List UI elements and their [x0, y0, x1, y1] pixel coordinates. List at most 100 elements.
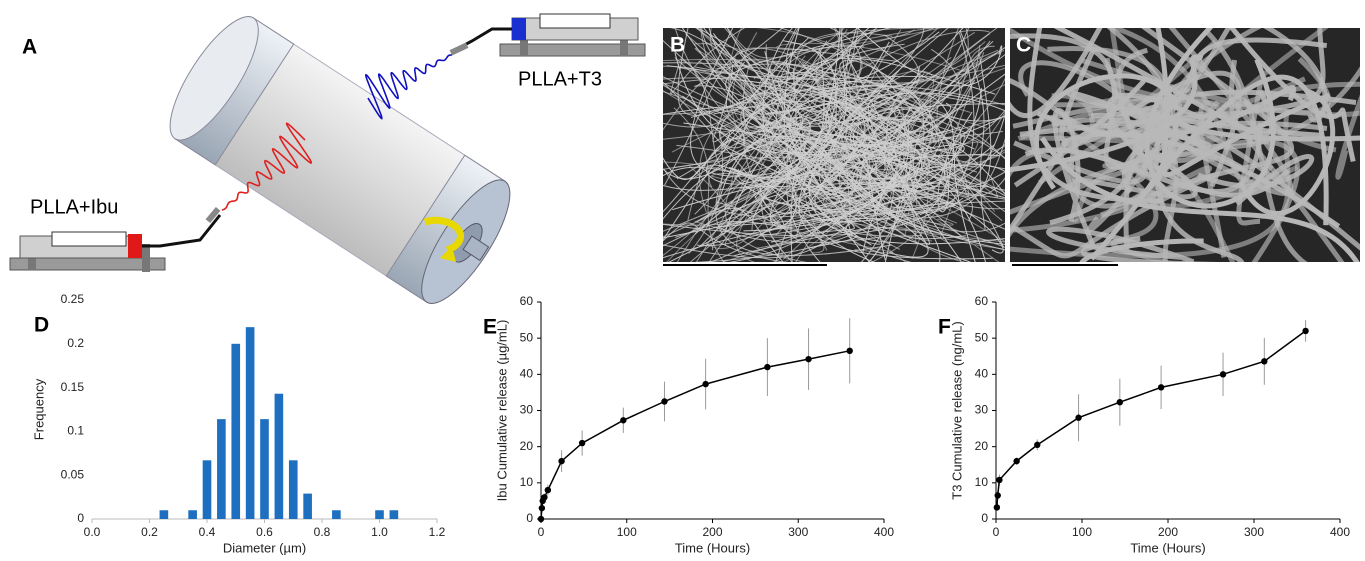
point [805, 355, 812, 363]
fiber [900, 132, 976, 262]
x-tick-label: 1.2 [429, 525, 446, 539]
fiber [694, 28, 784, 116]
panel-label: E [483, 316, 497, 339]
fiber [834, 161, 957, 216]
fiber [1061, 79, 1341, 229]
fiber [888, 138, 1005, 232]
fiber [1261, 81, 1360, 153]
point [544, 486, 552, 494]
x-axis-title: Time (Hours) [675, 540, 750, 555]
point [993, 504, 1001, 511]
fiber [674, 48, 960, 146]
fiber [750, 202, 894, 254]
bar [260, 419, 269, 519]
bar [288, 460, 298, 519]
bar [245, 327, 255, 519]
fiber [743, 91, 922, 237]
fiber [1204, 29, 1308, 262]
y-axis-title: Frequency [31, 378, 46, 440]
fiber [1047, 46, 1171, 233]
y-tick-label: 0.05 [61, 467, 85, 481]
chart: F 0 100 200 300 400 0 10 20 30 40 50 60 Time (Hours) T… [938, 294, 1350, 555]
fiber [695, 28, 803, 235]
point [1157, 384, 1165, 391]
fiber [734, 173, 876, 262]
fiber [689, 28, 859, 262]
point [661, 398, 668, 405]
fiber [769, 143, 817, 227]
fiber [681, 28, 825, 150]
x-axis-title: Diameter (µm) [223, 540, 306, 555]
fiber [867, 106, 1005, 168]
bar [202, 460, 212, 519]
y-tick-label: 0.15 [61, 380, 85, 394]
fiber [694, 28, 861, 215]
bar [188, 510, 197, 519]
fiber [726, 61, 889, 129]
y-tick-label: 0 [981, 511, 988, 525]
x-tick-label: 0.4 [199, 525, 216, 539]
fiber [720, 45, 995, 262]
point [578, 439, 586, 447]
bar [389, 510, 399, 519]
panel-label: F [938, 316, 951, 339]
bar [231, 343, 241, 519]
fiber [809, 34, 920, 109]
fiber [816, 108, 900, 199]
fiber [922, 164, 1005, 197]
fiber [1010, 28, 1207, 185]
fiber [663, 122, 916, 239]
point [994, 492, 1001, 499]
fiber [715, 59, 892, 256]
y-tick-label: 40 [975, 367, 989, 381]
fiber [726, 28, 935, 59]
x-tick-label: 0 [993, 525, 1000, 539]
fiber [739, 53, 839, 126]
point [846, 347, 853, 355]
fiber [663, 161, 933, 242]
x-tick-label: 1.0 [371, 525, 388, 539]
fibers [663, 28, 1005, 262]
fiber [719, 221, 889, 244]
y-tick-label: 20 [975, 439, 989, 453]
fiber [728, 167, 940, 246]
y-tick-label: 20 [520, 439, 534, 453]
bar [217, 419, 226, 519]
y-tick-label: 50 [520, 330, 534, 344]
panel-label: D [34, 314, 49, 337]
sem-images: B C [663, 28, 1360, 266]
fiber [724, 134, 843, 247]
point [1219, 371, 1227, 378]
schematic: A [9, 13, 646, 304]
y-tick-label: 30 [520, 403, 534, 417]
fiber [776, 28, 967, 73]
y-tick-label: 30 [975, 403, 989, 417]
x-tick-label: 0 [538, 525, 545, 539]
fiber [760, 133, 954, 226]
fiber [795, 69, 969, 262]
arrow-head [440, 246, 456, 262]
point [1261, 358, 1268, 365]
fiber [854, 116, 981, 180]
fiber [1106, 28, 1274, 186]
x-tick-label: 0.0 [84, 525, 101, 539]
point [996, 476, 1003, 484]
y-tick-label: 0 [77, 511, 84, 525]
fiber [1081, 57, 1332, 115]
x-tick-label: 400 [874, 525, 894, 539]
red-jet [221, 122, 313, 211]
fiber [672, 174, 1005, 245]
fiber [663, 168, 825, 247]
line [540, 350, 850, 520]
fiber [742, 66, 923, 207]
blue-jet [364, 54, 452, 120]
y-axis-title: Ibu Cumulative release (µg/mL) [494, 320, 509, 502]
fiber [1010, 109, 1291, 259]
panel-label: B [670, 34, 685, 57]
right-syringe [449, 13, 646, 57]
x-tick-label: 400 [1330, 525, 1350, 539]
fiber [749, 84, 895, 262]
line [996, 330, 1307, 508]
fiber [812, 31, 940, 147]
